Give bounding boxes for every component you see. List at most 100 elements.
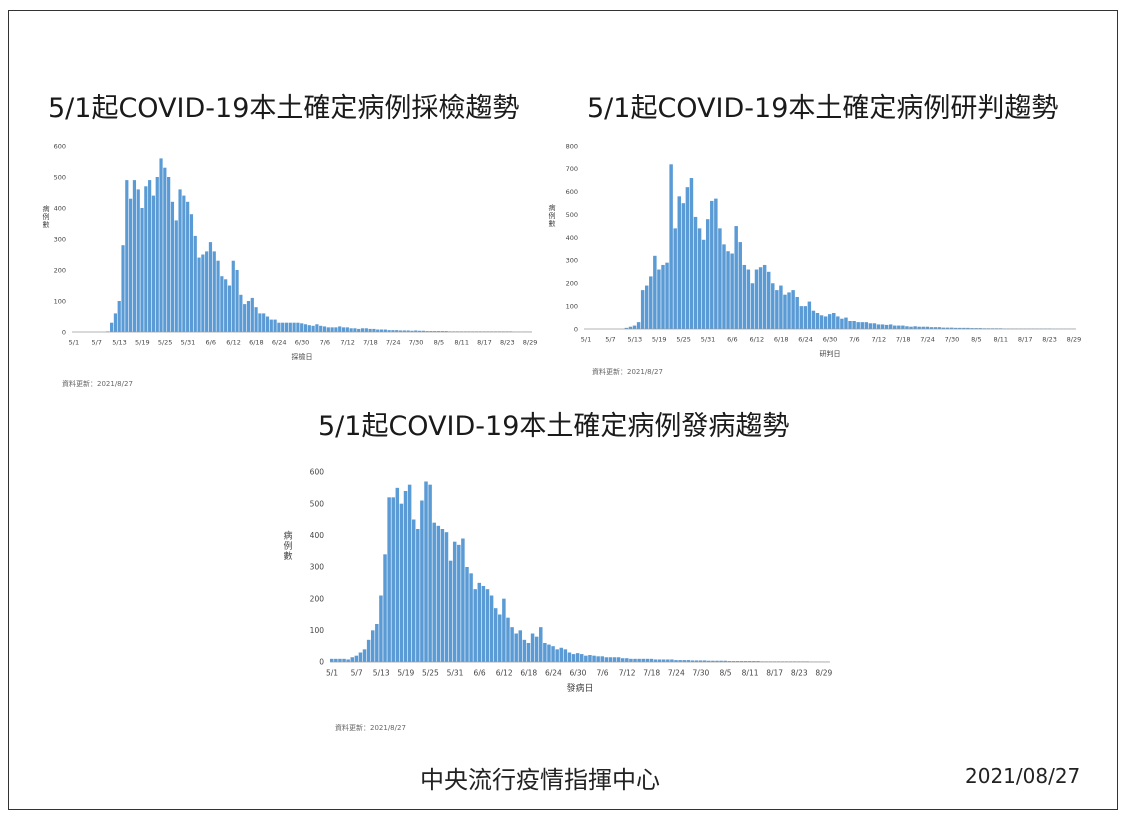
chart-bar <box>110 322 114 332</box>
chart-testing: 0 100 200 300 400 500 600 5/1 5/7 5/13 5/19 5/25 5/3… <box>43 142 538 361</box>
chart-bar <box>685 187 690 329</box>
data-update-note-diagnosis: 資料更新：2021/8/27 <box>592 368 663 376</box>
chart-bar <box>690 660 695 662</box>
x-tick-label: 7/6 <box>849 336 859 344</box>
chart-bar <box>338 326 342 332</box>
chart-bar <box>551 646 555 662</box>
chart-bar <box>346 659 350 662</box>
chart-bar <box>852 320 856 329</box>
chart-bar <box>588 655 592 662</box>
chart-bar <box>592 655 596 662</box>
chart-bar <box>349 328 353 332</box>
chart-bar <box>258 313 262 332</box>
x-tick-label: 5/13 <box>628 336 643 344</box>
chart-bar <box>360 328 365 332</box>
chart-bar <box>925 326 930 329</box>
chart-bar <box>148 180 152 332</box>
chart-bar <box>216 260 220 332</box>
chart-bar <box>661 264 665 329</box>
chart-bar <box>787 292 791 329</box>
chart-bar <box>429 331 433 332</box>
chart-bar <box>205 251 209 332</box>
chart-bar <box>731 661 736 662</box>
chart-bar <box>670 659 674 662</box>
x-tick-label: 8/23 <box>791 669 808 678</box>
chart-bar <box>489 595 494 662</box>
chart-bar <box>734 226 738 329</box>
x-tick-label: 5/13 <box>373 669 390 678</box>
x-tick-label: 7/30 <box>945 336 960 344</box>
chart-bar <box>746 269 751 330</box>
chart-bar <box>243 304 247 332</box>
chart-bar <box>856 322 860 329</box>
chart-bar <box>353 328 357 332</box>
chart-bar <box>604 657 609 662</box>
chart-bar <box>563 649 568 662</box>
y-tick-label: 400 <box>310 531 325 540</box>
chart-bar <box>231 260 235 332</box>
chart-bar <box>121 245 125 332</box>
chart-bar <box>481 586 486 662</box>
y-tick-label: 600 <box>310 468 325 477</box>
chart-bar <box>411 519 416 662</box>
chart-bar <box>897 325 901 329</box>
chart-bar <box>469 573 473 662</box>
chart-bar <box>208 242 213 332</box>
chart-bar <box>888 324 893 330</box>
chart-bar <box>799 306 803 330</box>
chart-bar <box>707 660 711 662</box>
chart-bar <box>653 659 658 662</box>
data-update-note-onset: 資料更新：2021/8/27 <box>335 724 406 732</box>
chart-bar <box>694 660 699 662</box>
y-tick-label: 600 <box>54 142 66 150</box>
y-tick-label: 100 <box>566 302 578 310</box>
chart-bar <box>766 271 771 329</box>
y-tick-label: 0 <box>62 328 66 336</box>
chart-bar <box>432 522 436 662</box>
chart-bar <box>212 251 216 332</box>
x-tick-label: 6/18 <box>249 339 264 347</box>
chart-bar <box>303 324 308 332</box>
chart-bar <box>364 328 368 332</box>
y-tick-label: 700 <box>566 165 578 173</box>
y-tick-label: 300 <box>54 235 66 243</box>
chart-bar <box>840 318 844 329</box>
chart-bar <box>350 657 354 662</box>
chart-bar <box>807 301 812 329</box>
chart-bar <box>689 178 694 329</box>
chart-bar <box>436 331 441 332</box>
chart-bar <box>498 614 502 662</box>
x-tick-label: 7/12 <box>871 336 886 344</box>
chart-bar <box>962 327 966 329</box>
chart-bar <box>151 195 156 332</box>
chart-bar <box>189 214 194 332</box>
x-tick-label: 7/18 <box>896 336 911 344</box>
chart-bar <box>739 661 744 662</box>
chart-bar <box>748 661 752 662</box>
chart-bar <box>616 657 621 662</box>
chart-bar <box>391 330 395 332</box>
chart-bar <box>636 322 641 329</box>
chart-bar <box>758 267 763 329</box>
chart-bar <box>567 652 572 662</box>
chart-bar <box>440 331 444 332</box>
chart-bar <box>640 290 645 329</box>
chart-bar <box>735 661 740 662</box>
chart-bar <box>510 627 514 662</box>
chart-bar <box>372 328 376 332</box>
chart-bar <box>756 661 760 662</box>
chart-bar <box>743 661 748 662</box>
x-tick-label: 6/30 <box>823 336 838 344</box>
chart-bar <box>649 276 653 329</box>
chart-bar <box>742 264 747 329</box>
chart-bar <box>420 500 424 662</box>
chart-bar <box>239 294 243 332</box>
x-tick-label: 8/23 <box>500 339 515 347</box>
x-tick-label: 8/17 <box>1018 336 1033 344</box>
chart-bar <box>125 180 129 332</box>
chart-bar <box>262 313 266 332</box>
y-tick-label: 500 <box>310 499 325 508</box>
chart-bar <box>649 658 654 662</box>
x-tick-label: 8/5 <box>719 669 731 678</box>
chart-bar <box>783 294 787 329</box>
